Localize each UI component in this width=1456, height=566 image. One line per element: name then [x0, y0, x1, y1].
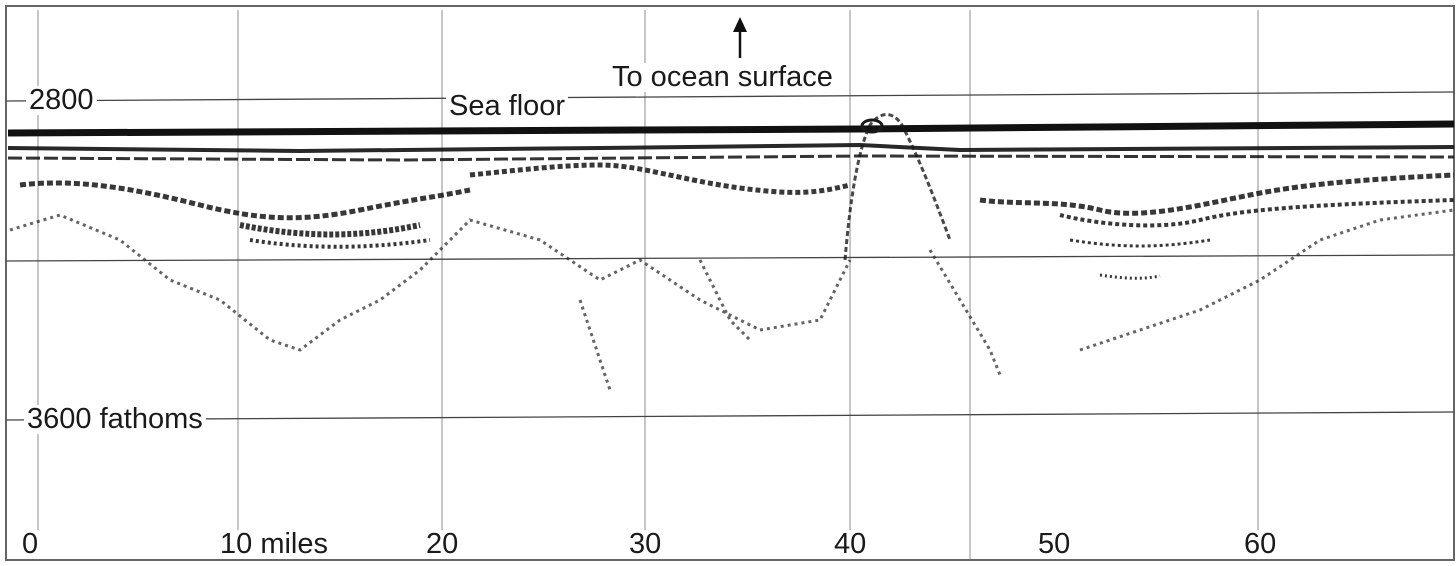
distance-tick-20: 20 — [424, 528, 461, 560]
surface-annotation: To ocean surface — [609, 63, 836, 92]
sediment-layers — [19, 162, 1455, 280]
up-arrow-icon — [733, 17, 747, 58]
distance-tick-30: 30 — [627, 528, 664, 560]
seafloor-bands — [7, 120, 1455, 162]
figure-border — [5, 5, 1455, 561]
distance-tick-0: 0 — [20, 528, 41, 560]
depth-label-bottom: 3600 fathoms — [24, 405, 206, 434]
distance-tick-10: 10 miles — [218, 528, 330, 560]
depth-label-top: 2800 — [26, 86, 97, 115]
distance-tick-60: 60 — [1242, 528, 1279, 560]
distance-tick-40: 40 — [832, 528, 869, 560]
seamount-feature — [843, 113, 952, 261]
distance-tick-50: 50 — [1036, 528, 1073, 560]
depth-lines — [5, 91, 1455, 421]
basement-relief — [9, 208, 1455, 391]
seafloor-annotation: Sea floor — [446, 92, 569, 121]
vertical-gridlines — [37, 10, 1259, 560]
